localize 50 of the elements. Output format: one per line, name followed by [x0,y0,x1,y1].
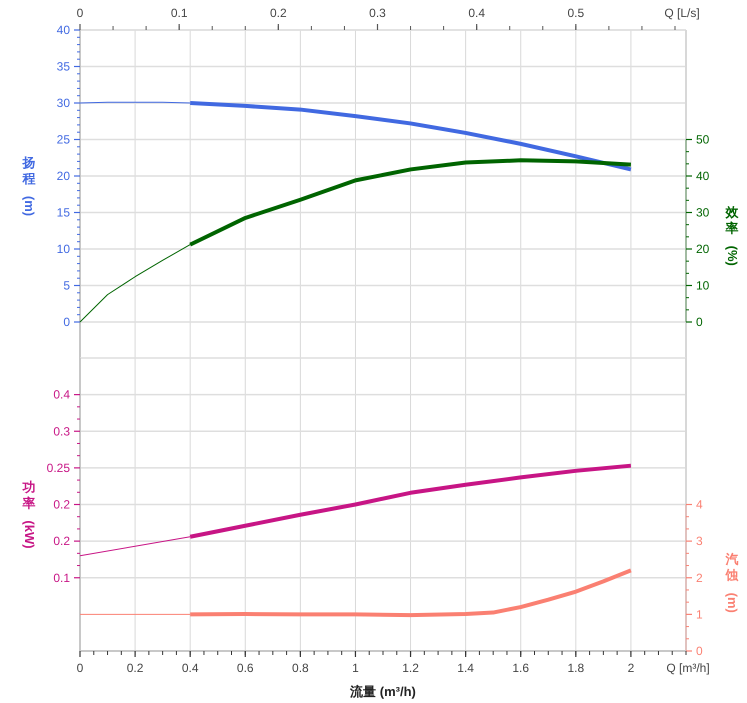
y2-tick-label: 0 [696,644,703,658]
x-tick-label: 1 [352,661,360,675]
y-tick-label: 30 [56,96,70,110]
x-tick-label: 1.8 [567,661,584,675]
x2-axis-title: Q [L/s] [664,6,700,20]
y-tick-label: 0.1 [53,570,70,585]
text: Q [m³/h] [666,661,710,675]
y2-axis-title: 效率 (%) [724,204,740,266]
y2-tick-label: 10 [696,278,710,292]
x-tick-label: 0.6 [236,661,254,675]
y2-tick-label: 0 [696,315,703,329]
y-tick-label: 15 [56,206,70,220]
x-tick-label: 0 [76,661,84,675]
y2-tick-label: 2 [696,570,703,585]
y-tick-label: 35 [56,60,70,74]
x-tick-label: 0.8 [292,661,310,675]
y2-tick-label: 4 [696,498,703,512]
x-tick-label: 1.4 [457,661,474,675]
y-axis-title: 功率 (kW) [22,480,37,549]
y-tick-label: 40 [56,23,70,37]
y2-tick-label: 20 [696,242,710,256]
y-tick-label: 10 [56,242,70,256]
y-tick-label: 20 [56,169,70,183]
x-tick-label: 1.6 [512,661,530,675]
y-tick-label: 0.4 [53,388,70,402]
x2-tick-label: 0 [76,6,84,20]
y-tick-label: 0.2 [53,498,70,512]
y2-tick-label: 40 [696,169,710,183]
x-tick-label: 2 [628,661,635,675]
x2-tick-label: 0.3 [369,6,386,20]
x-tick-label: 0.2 [126,661,144,675]
x2-tick-label: 0.4 [468,6,486,20]
y-tick-label: 0.2 [53,534,70,548]
x2-tick-label: 0.1 [170,6,188,20]
y-tick-label: 0.3 [53,424,70,438]
x-axis-title: 流量 (m³/h) [349,684,416,699]
x-tick-label: 0.4 [182,661,199,675]
y-tick-label: 5 [63,278,70,292]
y2-tick-label: 1 [696,607,703,622]
y2-tick-label: 3 [696,534,703,548]
x2-tick-label: 0.2 [270,6,287,20]
y-tick-label: 25 [56,132,70,146]
y-axis-title: 扬程 (m) [22,154,37,216]
x-tick-label: 1.2 [402,661,420,675]
y2-tick-label: 30 [696,206,710,220]
x2-tick-label: 0.5 [567,6,584,20]
y2-tick-label: 50 [696,132,710,146]
y2-axis-title: 汽蚀 (m) [724,552,740,613]
y-tick-label: 0.25 [46,460,70,475]
y-tick-label: 0 [63,315,70,329]
